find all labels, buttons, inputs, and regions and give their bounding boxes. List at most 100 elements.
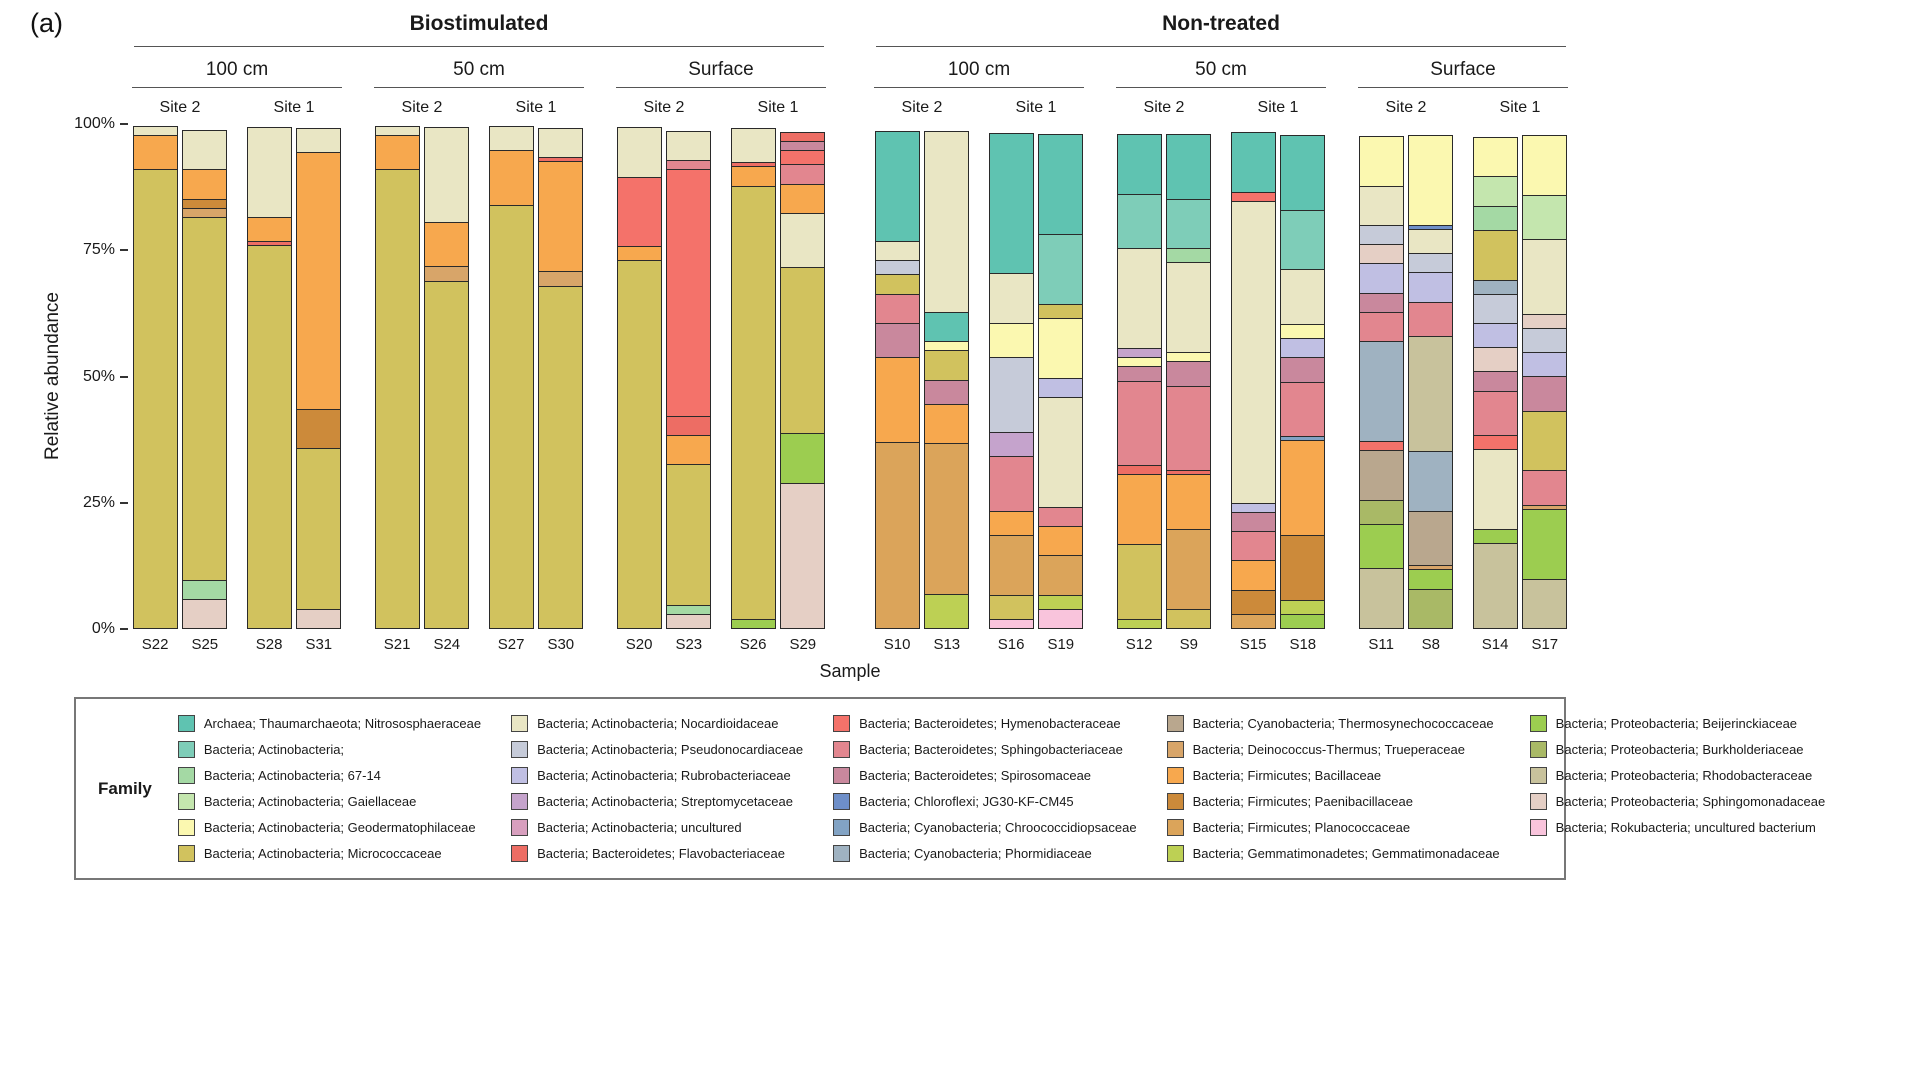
legend-item-bacteria-actinobacteria-nocardioidaceae: Bacteria; Actinobacteria; Nocardioidacea… [511, 715, 803, 732]
legend-swatch [1166, 741, 1184, 758]
panel-biostimulated-50-cm-site-1: Site 1 S27 S30 [484, 96, 588, 659]
bar-segment [296, 608, 342, 629]
x-tick-label: S27 [497, 636, 525, 653]
bar-segment [1358, 568, 1404, 629]
bar-segment [616, 176, 662, 248]
bar-segment [988, 357, 1034, 434]
legend-item-archaea-thaumarchaeota-nitrososphaeraceae: Archaea; Thaumarchaeota; Nitrososphaerac… [177, 715, 481, 732]
bar-segment [1280, 381, 1326, 438]
bar-segment [538, 271, 584, 287]
legend-swatch [1166, 819, 1184, 836]
legend-swatch [833, 715, 851, 732]
panel-biostimulated-100-cm-site-1: Site 1 S28 S31 [242, 96, 346, 659]
legend-swatch [511, 715, 529, 732]
legend-label: Bacteria; Actinobacteria; Pseudonocardia… [537, 742, 804, 757]
bar-segment [1230, 511, 1276, 533]
site-label: Site 1 [757, 99, 799, 116]
plot-area [1226, 124, 1330, 629]
x-tick-label: S24 [433, 636, 461, 653]
bar-segment [780, 212, 826, 269]
stacked-bar-s15 [1230, 124, 1276, 629]
site-label: Site 1 [1257, 99, 1299, 116]
legend-item-bacteria-actinobacteria-gaiellaceae: Bacteria; Actinobacteria; Gaiellaceae [177, 793, 481, 810]
legend-item-bacteria-actinobacteria-pseudonocardiaceae: Bacteria; Actinobacteria; Pseudonocardia… [511, 741, 803, 758]
depth-label: 100 cm [947, 59, 1011, 80]
depth-label: Surface [1430, 59, 1496, 80]
legend-item-bacteria-chloroflexi-jg30-kf-cm45: Bacteria; Chloroflexi; JG30-KF-CM45 [833, 793, 1137, 810]
stacked-bar-s14 [1472, 124, 1518, 629]
legend-swatch [177, 741, 195, 758]
legend-swatch [177, 819, 195, 836]
bar-segment [1166, 198, 1212, 250]
stacked-bar-s10 [874, 124, 920, 629]
bar-segment [988, 133, 1034, 275]
legend-label: Bacteria; Chloroflexi; JG30-KF-CM45 [859, 794, 1074, 809]
x-tick-row: S16 S19 [984, 629, 1088, 659]
x-tick-row: S14 S17 [1468, 629, 1572, 659]
bar-segment [1280, 535, 1326, 601]
bar-segment [538, 128, 584, 159]
bar-segment [1166, 361, 1212, 387]
legend-item-bacteria-firmicutes-planococcaceae: Bacteria; Firmicutes; Planococcaceae [1166, 819, 1500, 836]
bar-segment [1472, 543, 1518, 629]
bar-segment [1358, 499, 1404, 525]
bar-segment [1166, 474, 1212, 531]
depth-underline [374, 87, 584, 88]
bar-segment [924, 350, 970, 381]
depth-label: 50 cm [1195, 59, 1247, 80]
panel-non-treated-100-cm-site-2: Site 2 S10 S13 [870, 96, 974, 659]
legend-swatch [833, 845, 851, 862]
x-tick-label: S22 [141, 636, 169, 653]
panel-biostimulated-surface-site-2: Site 2 S20 S23 [612, 96, 716, 659]
bar-segment [780, 482, 826, 629]
bar-segment [1472, 230, 1518, 281]
treatment-underline [876, 46, 1566, 47]
bar-segment [1166, 529, 1212, 610]
bar-segment [246, 127, 292, 218]
bar-segment [1230, 200, 1276, 504]
x-tick-label: S8 [1421, 636, 1440, 653]
treatment-underline [134, 46, 824, 47]
bar-segment [1280, 440, 1326, 537]
depth-underline [1116, 87, 1326, 88]
bar-segment [1280, 135, 1326, 211]
bar-segment [1472, 205, 1518, 232]
legend-label: Bacteria; Actinobacteria; [203, 742, 345, 757]
legend-item-bacteria-bacteroidetes-hymenobacteraceae: Bacteria; Bacteroidetes; Hymenobacterace… [833, 715, 1137, 732]
y-tick-label: 0% [91, 620, 115, 637]
bar-segment [730, 618, 776, 629]
x-tick-label: S12 [1125, 636, 1153, 653]
bar-segment [1358, 136, 1404, 187]
legend-swatch [1529, 741, 1547, 758]
legend-swatch [1529, 793, 1547, 810]
bar-segment [132, 135, 178, 171]
x-tick-row: S27 S30 [484, 629, 588, 659]
bar-segment [616, 260, 662, 629]
site-label: Site 2 [901, 99, 943, 116]
site-label: Site 1 [273, 99, 315, 116]
bar-segment [424, 266, 470, 282]
site-label: Site 2 [643, 99, 685, 116]
bar-segment [296, 128, 342, 154]
bar-segment [874, 274, 920, 295]
legend-item-bacteria-deinococcus-thermus-trueperaceae: Bacteria; Deinococcus-Thermus; Trueperac… [1166, 741, 1500, 758]
legend-label: Bacteria; Cyanobacteria; Phormidiaceae [859, 846, 1092, 861]
plot-area [984, 124, 1088, 629]
stacked-bar-s19 [1038, 124, 1084, 629]
panel-non-treated-surface-site-2: Site 2 S11 S8 [1354, 96, 1458, 659]
bar-segment [874, 357, 920, 444]
bar-segment [1038, 396, 1084, 508]
bar-segment [1280, 323, 1326, 340]
chart-row: Relative abundance 100% 75% 50% 25% 0% Biost… [38, 12, 1894, 659]
bar-segment [666, 131, 712, 162]
bar-segment [924, 443, 970, 595]
stacked-bar-s23 [666, 124, 712, 629]
legend-label: Bacteria; Bacteroidetes; Spirosomaceae [859, 768, 1092, 783]
bar-segment [1116, 193, 1162, 250]
bar-segment [1116, 474, 1162, 546]
legend-swatch [511, 819, 529, 836]
stacked-bar-s21 [374, 124, 420, 629]
bar-segment [374, 135, 420, 171]
bar-segment [1280, 357, 1326, 383]
bar-segment [182, 579, 228, 600]
